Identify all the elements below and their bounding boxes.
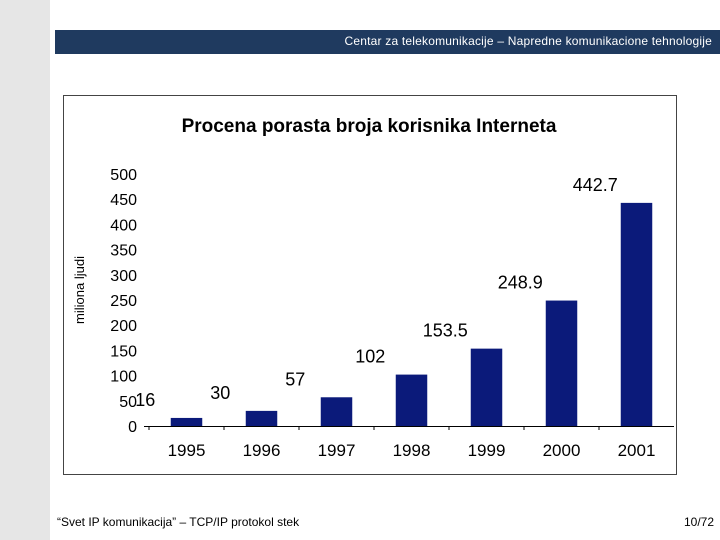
chart-title: Procena porasta broja korisnika Internet… — [182, 116, 557, 137]
y-axis-label: miliona ljudi — [72, 256, 87, 324]
bar-2001 — [620, 202, 653, 426]
x-tick-label-1999: 1999 — [468, 441, 506, 460]
x-tick-label-1998: 1998 — [393, 441, 431, 460]
y-tick-label: 500 — [110, 167, 137, 184]
slide-header-bar: Centar za telekomunikacije – Napredne ko… — [55, 30, 720, 54]
x-tick-label-1995: 1995 — [168, 441, 206, 460]
bar-1995 — [170, 417, 203, 426]
x-tick-label-2001: 2001 — [618, 441, 656, 460]
bar-1999 — [470, 348, 503, 426]
y-tick-label: 0 — [128, 419, 137, 436]
slide-header-title: Centar za telekomunikacije – Napredne ko… — [344, 34, 712, 48]
y-axis-ticks: 0 50 100 150 200 250 300 350 400 450 500 — [110, 167, 137, 436]
footer-course-title: “Svet IP komunikacija” – TCP/IP protokol… — [57, 515, 300, 529]
y-tick-label: 450 — [110, 192, 137, 209]
value-label-2000: 248.9 — [498, 273, 543, 293]
x-axis-ticks: 1995 1996 1997 1998 1999 2000 2001 — [168, 441, 656, 460]
slide-side-stripe — [0, 0, 50, 540]
value-label-1998: 102 — [355, 347, 385, 367]
bars — [148, 202, 653, 430]
x-tick-label-1997: 1997 — [318, 441, 356, 460]
bar-chart: Procena porasta broja korisnika Internet… — [72, 116, 674, 460]
value-labels: 16 30 57 102 153.5 248.9 442.7 — [135, 175, 618, 410]
y-tick-label: 150 — [110, 343, 137, 360]
value-label-1997: 57 — [285, 369, 305, 389]
chart-frame: Procena porasta broja korisnika Internet… — [63, 95, 677, 475]
footer-page-number: 10/72 — [683, 515, 714, 529]
y-tick-label: 350 — [110, 243, 137, 260]
y-tick-label: 400 — [110, 217, 137, 234]
value-label-2001: 442.7 — [573, 175, 618, 195]
x-tick-label-1996: 1996 — [243, 441, 281, 460]
value-label-1996: 30 — [210, 383, 230, 403]
x-tick-label-2000: 2000 — [543, 441, 581, 460]
bar-2000 — [545, 300, 578, 426]
value-label-1995: 16 — [135, 390, 155, 410]
y-tick-label: 50 — [119, 394, 137, 411]
bar-1997 — [320, 397, 353, 426]
y-tick-label: 300 — [110, 268, 137, 285]
bar-1996 — [245, 410, 278, 426]
y-tick-label: 100 — [110, 369, 137, 386]
y-tick-label: 200 — [110, 318, 137, 335]
bar-1998 — [395, 374, 428, 426]
value-label-1999: 153.5 — [423, 321, 468, 341]
y-tick-label: 250 — [110, 293, 137, 310]
